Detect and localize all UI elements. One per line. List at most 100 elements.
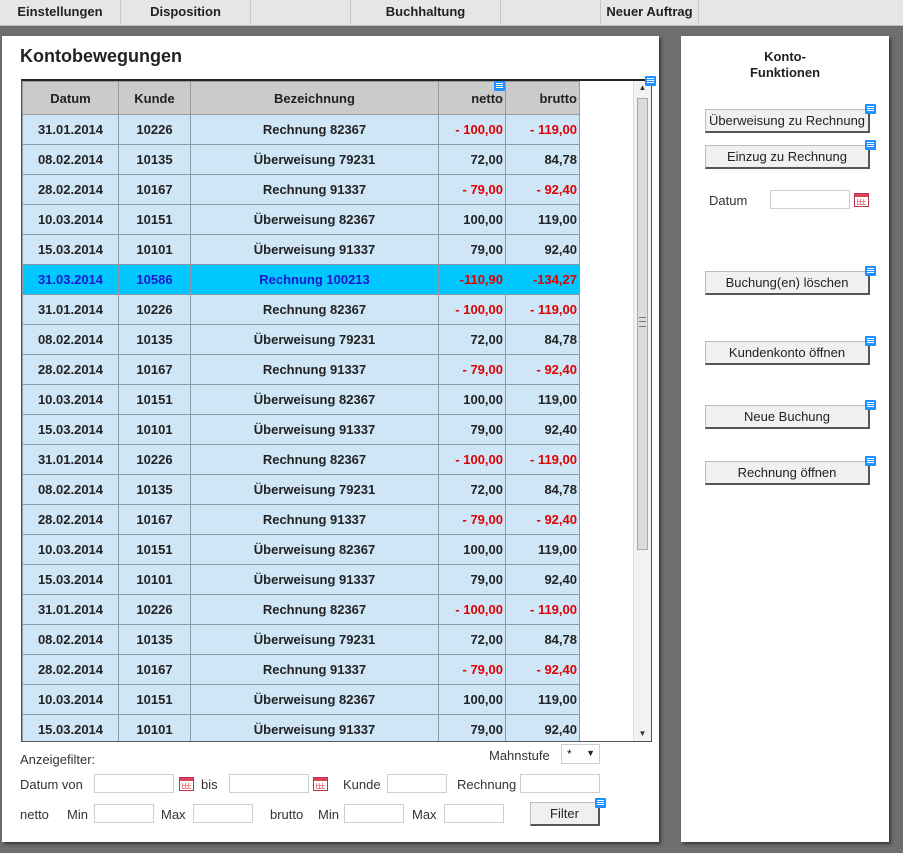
cell-netto: 100,00 (438, 534, 506, 565)
cell-kunde: 10226 (118, 294, 191, 325)
mahnstufe-value: * (567, 747, 572, 761)
table-row[interactable]: 28.02.2014 10167 Rechnung 91337- 79,00- 92… (22, 654, 580, 685)
kontobewegungen-panel: Kontobewegungen Datum Kunde Bezeichnung … (2, 36, 659, 842)
scroll-up-arrow-icon[interactable]: ▲ (638, 83, 647, 92)
table-row[interactable]: 10.03.2014 10151 Überweisung 82367 100,00 11… (22, 684, 580, 715)
cell-kunde: 10226 (118, 594, 191, 625)
cell-brutto: 119,00 (505, 684, 580, 715)
cell-datum: 10.03.2014 (22, 384, 119, 415)
column-header-kunde[interactable]: Kunde (118, 81, 191, 115)
cell-datum: 28.02.2014 (22, 174, 119, 205)
cell-kunde: 10101 (118, 714, 191, 741)
menu-einstellungen[interactable]: Einstellungen (0, 0, 121, 24)
mahnstufe-select[interactable]: * ▼ (561, 744, 600, 764)
menu-empty-2[interactable] (501, 0, 601, 24)
cell-brutto: 84,78 (505, 144, 580, 175)
netto-min-input[interactable] (94, 804, 154, 823)
table-row[interactable]: 08.02.2014 10135 Überweisung 79231 72,00 84,… (22, 324, 580, 355)
cell-datum: 28.02.2014 (22, 654, 119, 685)
edit-icon[interactable] (865, 140, 876, 150)
table-row[interactable]: 31.01.2014 10226 Rechnung 82367- 100,00- 1… (22, 594, 580, 625)
table-header-row: Datum Kunde Bezeichnung netto brutto (22, 81, 580, 115)
netto-max-input[interactable] (193, 804, 253, 823)
cell-kunde: 10151 (118, 684, 191, 715)
menu-disposition[interactable]: Disposition (121, 0, 251, 24)
edit-icon[interactable] (865, 336, 876, 346)
table-row[interactable]: 10.03.2014 10151 Überweisung 82367 100,00 11… (22, 204, 580, 235)
calendar-icon[interactable] (854, 193, 869, 207)
cell-kunde: 10226 (118, 444, 191, 475)
datum-input[interactable] (770, 190, 850, 209)
column-edit-icon[interactable] (494, 81, 505, 91)
brutto-min-input[interactable] (344, 804, 404, 823)
cell-brutto: - 92,40 (505, 354, 580, 385)
edit-icon[interactable] (595, 798, 606, 808)
table-row[interactable]: 28.02.2014 10167 Rechnung 91337- 79,00- 92… (22, 354, 580, 385)
table-row[interactable]: 31.01.2014 10226 Rechnung 82367- 100,00- 1… (22, 114, 580, 145)
column-header-brutto[interactable]: brutto (505, 81, 580, 115)
edit-icon[interactable] (865, 104, 876, 114)
table-row[interactable]: 08.02.2014 10135 Überweisung 79231 72,00 84,… (22, 474, 580, 505)
rechnung-input[interactable] (520, 774, 600, 793)
table-row[interactable]: 10.03.2014 10151 Überweisung 82367 100,00 11… (22, 384, 580, 415)
cell-brutto: 84,78 (505, 624, 580, 655)
buchungen-loeschen-button[interactable]: Buchung(en) löschen (705, 271, 870, 295)
cell-brutto: 92,40 (505, 714, 580, 741)
kundenkonto-oeffnen-button[interactable]: Kundenkonto öffnen (705, 341, 870, 365)
cell-netto: 79,00 (438, 564, 506, 595)
cell-brutto: - 92,40 (505, 174, 580, 205)
neue-buchung-button[interactable]: Neue Buchung (705, 405, 870, 429)
cell-brutto: 119,00 (505, 534, 580, 565)
table-row[interactable]: 31.01.2014 10226 Rechnung 82367- 100,00- 1… (22, 444, 580, 475)
menu-empty-1[interactable] (251, 0, 351, 24)
table-row[interactable]: 31.03.2014 10586 Rechnung 100213 -110,90 -13… (22, 264, 580, 295)
edit-icon[interactable] (865, 266, 876, 276)
table-row[interactable]: 15.03.2014 10101 Überweisung 91337 79,00 92,… (22, 414, 580, 445)
ueberweisung-zu-rechnung-button[interactable]: Überweisung zu Rechnung (705, 109, 870, 133)
table-row[interactable]: 08.02.2014 10135 Überweisung 79231 72,00 84,… (22, 624, 580, 655)
menu-neuer-auftrag[interactable]: Neuer Auftrag (601, 0, 699, 24)
vertical-scrollbar[interactable]: ▲ ▼ (633, 81, 651, 741)
grid-edit-icon[interactable] (645, 76, 656, 86)
brutto-max-input[interactable] (444, 804, 504, 823)
kunde-input[interactable] (387, 774, 447, 793)
table-row[interactable]: 15.03.2014 10101 Überweisung 91337 79,00 92,… (22, 714, 580, 741)
table-row[interactable]: 10.03.2014 10151 Überweisung 82367 100,00 11… (22, 534, 580, 565)
table-row[interactable]: 15.03.2014 10101 Überweisung 91337 79,00 92,… (22, 564, 580, 595)
cell-datum: 08.02.2014 (22, 474, 119, 505)
menu-buchhaltung[interactable]: Buchhaltung (351, 0, 501, 24)
rechnung-oeffnen-button[interactable]: Rechnung öffnen (705, 461, 870, 485)
konto-funktionen-panel: Konto- Funktionen Überweisung zu Rechnun… (681, 36, 889, 842)
cell-datum: 15.03.2014 (22, 564, 119, 595)
cell-datum: 31.01.2014 (22, 594, 119, 625)
table-row[interactable]: 31.01.2014 10226 Rechnung 82367- 100,00- 1… (22, 294, 580, 325)
table-row[interactable]: 28.02.2014 10167 Rechnung 91337- 79,00- 92… (22, 504, 580, 535)
bis-label: bis (201, 777, 218, 792)
cell-datum: 31.01.2014 (22, 294, 119, 325)
datum-label: Datum (709, 193, 748, 208)
cell-netto: 72,00 (438, 474, 506, 505)
cell-netto: - 79,00 (438, 174, 506, 205)
edit-icon[interactable] (865, 456, 876, 466)
datum-bis-input[interactable] (229, 774, 309, 793)
einzug-zu-rechnung-button[interactable]: Einzug zu Rechnung (705, 145, 870, 169)
cell-brutto: -134,27 (505, 264, 580, 295)
scrollbar-thumb[interactable] (637, 98, 648, 550)
cell-netto: 100,00 (438, 384, 506, 415)
column-header-datum[interactable]: Datum (22, 81, 119, 115)
edit-icon[interactable] (865, 400, 876, 410)
table-row[interactable]: 08.02.2014 10135 Überweisung 79231 72,00 84,… (22, 144, 580, 175)
cell-brutto: - 119,00 (505, 444, 580, 475)
cell-bezeichnung: Rechnung 91337 (190, 504, 439, 535)
table-row[interactable]: 28.02.2014 10167 Rechnung 91337- 79,00- 92… (22, 174, 580, 205)
cell-netto: 72,00 (438, 144, 506, 175)
scroll-down-arrow-icon[interactable]: ▼ (638, 729, 647, 738)
filter-button[interactable]: Filter (530, 802, 600, 826)
table-row[interactable]: 15.03.2014 10101 Überweisung 91337 79,00 92,… (22, 234, 580, 265)
cell-bezeichnung: Rechnung 91337 (190, 354, 439, 385)
calendar-icon[interactable] (179, 777, 194, 791)
cell-bezeichnung: Rechnung 82367 (190, 594, 439, 625)
calendar-icon[interactable] (313, 777, 328, 791)
datum-von-input[interactable] (94, 774, 174, 793)
column-header-bezeichnung[interactable]: Bezeichnung (190, 81, 439, 115)
